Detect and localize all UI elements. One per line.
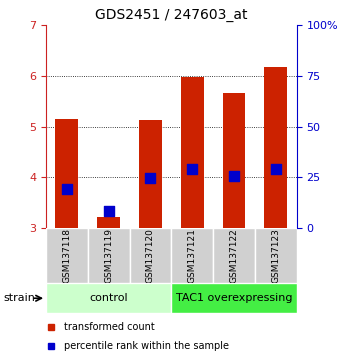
- Point: [64, 186, 70, 192]
- Bar: [56, 119, 78, 228]
- Point: [231, 173, 237, 179]
- Text: GSM137122: GSM137122: [229, 228, 238, 283]
- Text: GSM137121: GSM137121: [188, 228, 197, 283]
- Bar: [46, 228, 88, 283]
- Text: control: control: [89, 293, 128, 303]
- Bar: [46, 283, 171, 313]
- Bar: [139, 120, 162, 228]
- Bar: [181, 77, 204, 228]
- Bar: [213, 228, 255, 283]
- Bar: [97, 217, 120, 228]
- Bar: [255, 228, 297, 283]
- Point: [106, 208, 112, 213]
- Text: strain: strain: [3, 293, 35, 303]
- Bar: [88, 228, 130, 283]
- Text: percentile rank within the sample: percentile rank within the sample: [63, 341, 228, 351]
- Bar: [223, 93, 246, 228]
- Bar: [264, 67, 287, 228]
- Text: TAC1 overexpressing: TAC1 overexpressing: [176, 293, 292, 303]
- Bar: [172, 283, 297, 313]
- Point: [148, 176, 153, 181]
- Bar: [130, 228, 171, 283]
- Text: transformed count: transformed count: [63, 322, 154, 332]
- Text: GSM137123: GSM137123: [271, 228, 280, 283]
- Bar: [172, 228, 213, 283]
- Text: GSM137120: GSM137120: [146, 228, 155, 283]
- Point: [273, 166, 279, 172]
- Point: [190, 166, 195, 172]
- Title: GDS2451 / 247603_at: GDS2451 / 247603_at: [95, 8, 248, 22]
- Text: GSM137118: GSM137118: [62, 228, 71, 283]
- Text: GSM137119: GSM137119: [104, 228, 113, 283]
